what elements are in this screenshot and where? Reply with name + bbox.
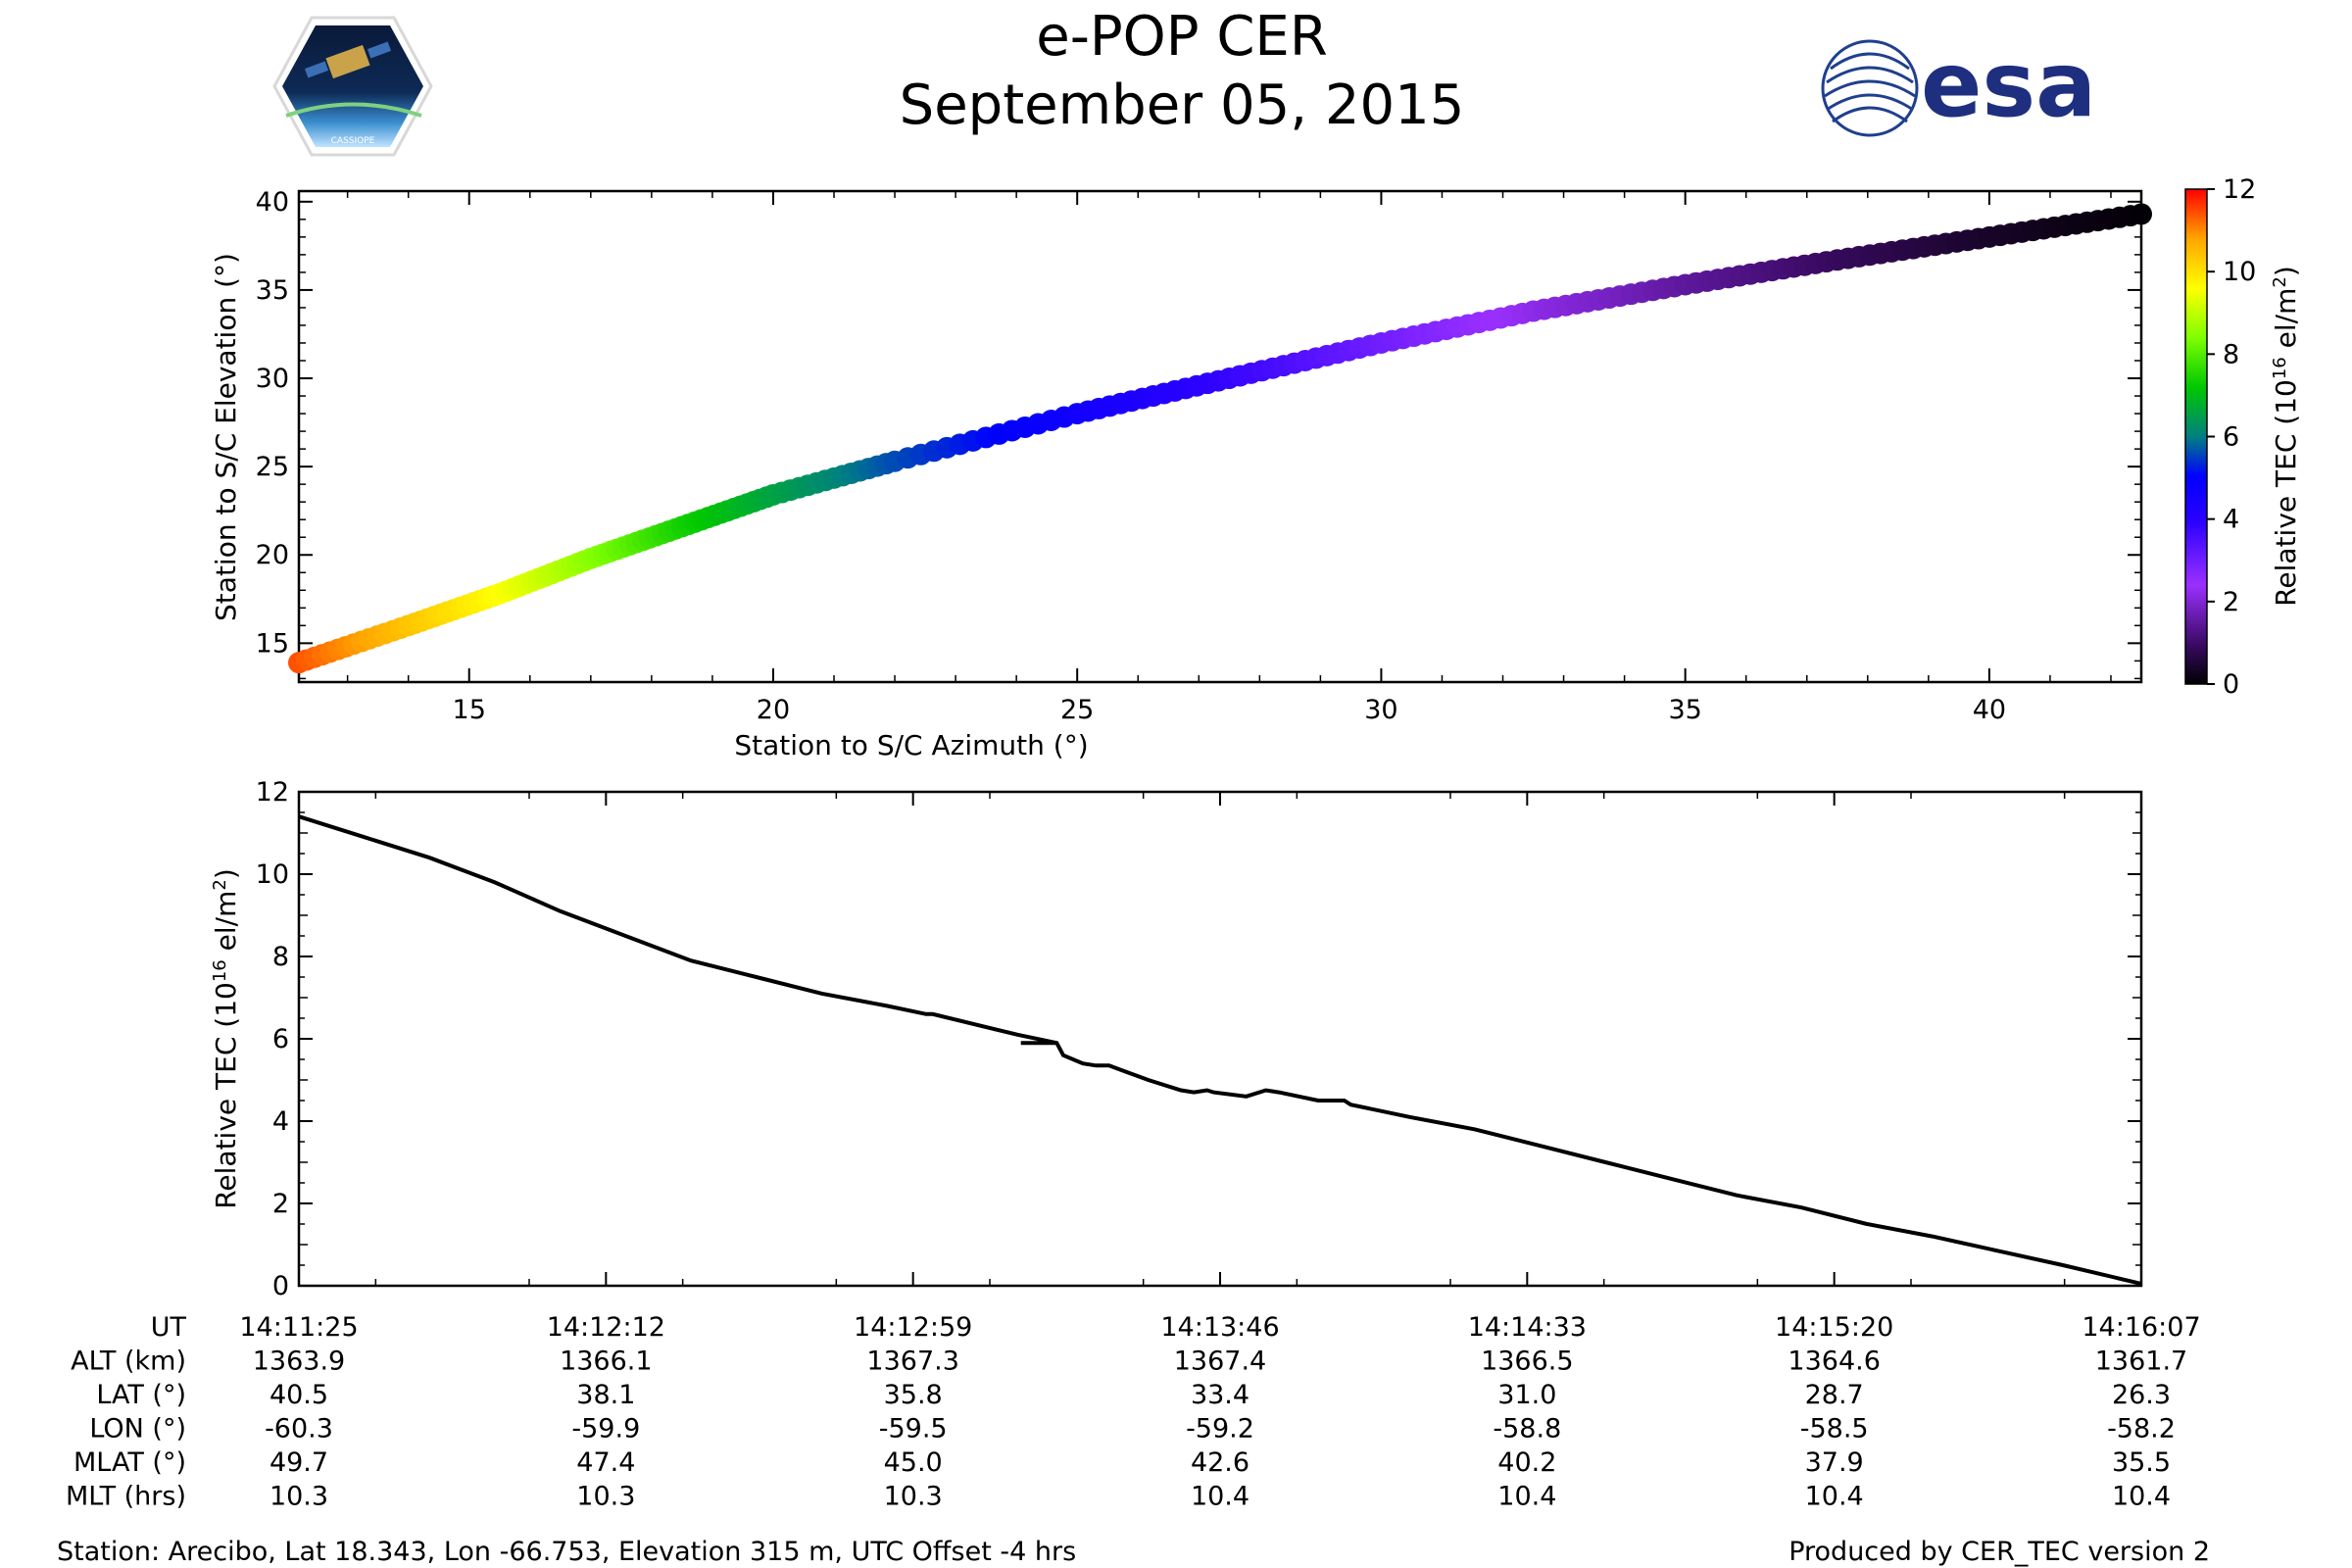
colorbar-tick-label: 8 xyxy=(2223,339,2239,369)
table-row-label: MLT (hrs) xyxy=(66,1482,186,1512)
table-cell: 1361.7 xyxy=(2095,1347,2187,1377)
table-cell: -59.5 xyxy=(879,1414,948,1445)
table-cell: 10.4 xyxy=(1497,1482,1556,1512)
top-y-tick-label: 40 xyxy=(256,187,289,218)
table-cell: 10.4 xyxy=(1805,1482,1864,1512)
chart-title: e-POP CER xyxy=(1036,5,1327,69)
bottom-y-tick-label: 8 xyxy=(272,942,289,972)
bottom-y-axis-label: Relative TEC (1016 el/m2) xyxy=(210,868,243,1209)
table-cell: 10.3 xyxy=(576,1482,635,1512)
esa-logo: esa xyxy=(1821,32,2096,137)
table-cell: 45.0 xyxy=(884,1447,943,1478)
table-row-label: LON (°) xyxy=(89,1414,186,1445)
table-cell: 10.4 xyxy=(2112,1482,2171,1512)
table-cell: 42.6 xyxy=(1191,1447,1250,1478)
table-cell: 37.9 xyxy=(1805,1447,1864,1478)
top-y-tick-label: 15 xyxy=(256,628,289,659)
table-cell: 10.3 xyxy=(270,1482,328,1512)
bottom-chart-ticks: 0 2 4 6 8 10 12 xyxy=(256,777,2142,1301)
table-cell: -58.8 xyxy=(1493,1414,1561,1445)
table-cell: -59.2 xyxy=(1186,1414,1254,1445)
table-cell: 14:11:25 xyxy=(239,1312,358,1343)
table-cell: 1364.6 xyxy=(1788,1347,1880,1377)
top-x-tick-label: 40 xyxy=(1973,695,2006,725)
station-info: Station: Arecibo, Lat 18.343, Lon -66.75… xyxy=(57,1537,1076,1567)
table-cell: 14:12:12 xyxy=(547,1312,665,1343)
table-cell: 1363.9 xyxy=(253,1347,345,1377)
table-cell: 14:13:46 xyxy=(1160,1312,1279,1343)
table-cell: 26.3 xyxy=(2112,1380,2171,1410)
table-cell: 1366.5 xyxy=(1481,1347,1573,1377)
table-cell: 10.4 xyxy=(1191,1482,1250,1512)
table-cell: 35.8 xyxy=(884,1380,943,1410)
top-y-tick-label: 35 xyxy=(256,275,289,306)
colorbar-tick-label: 4 xyxy=(2223,505,2239,535)
table-row-label: MLAT (°) xyxy=(74,1447,186,1478)
table-cell: 14:12:59 xyxy=(854,1312,972,1343)
colorbar-ticks: 0 2 4 6 8 10 12 xyxy=(2207,174,2256,700)
table-row-label: ALT (km) xyxy=(71,1347,186,1377)
table-cell: 14:15:20 xyxy=(1775,1312,1893,1343)
table-cell: 38.1 xyxy=(576,1380,635,1410)
bottom-y-tick-label: 0 xyxy=(272,1271,289,1301)
table-cell: 10.3 xyxy=(884,1482,943,1512)
top-y-tick-label: 25 xyxy=(256,452,289,482)
table-cell: 31.0 xyxy=(1497,1380,1556,1410)
table-cell: 14:16:07 xyxy=(2082,1312,2200,1343)
top-x-tick-label: 35 xyxy=(1668,695,1701,725)
cassiope-logo: CASSIOPE xyxy=(272,16,433,157)
colorbar-tick-label: 2 xyxy=(2223,587,2239,617)
colorbar xyxy=(2184,188,2208,685)
top-x-axis-label: Station to S/C Azimuth (°) xyxy=(734,729,1088,761)
table-cell: 1367.4 xyxy=(1174,1347,1266,1377)
tec-series-line xyxy=(298,814,2142,1286)
table-cell: 33.4 xyxy=(1191,1380,1250,1410)
table-cell: 14:14:33 xyxy=(1468,1312,1587,1343)
bottom-y-tick-label: 12 xyxy=(256,777,289,808)
table-cell: 40.2 xyxy=(1497,1447,1556,1478)
chart-date: September 05, 2015 xyxy=(900,74,1465,137)
cassiope-logo-text: CASSIOPE xyxy=(331,136,375,146)
table-cell: 40.5 xyxy=(270,1380,328,1410)
table-cell: -58.2 xyxy=(2107,1414,2176,1445)
top-x-tick-label: 20 xyxy=(757,695,790,725)
table-cell: 28.7 xyxy=(1805,1380,1864,1410)
bottom-y-tick-label: 6 xyxy=(272,1024,289,1054)
bottom-y-tick-label: 4 xyxy=(272,1106,289,1137)
scatter-point xyxy=(2131,203,2152,225)
colorbar-tick-label: 12 xyxy=(2223,174,2256,205)
table-cell: 1366.1 xyxy=(560,1347,652,1377)
top-chart-frame xyxy=(297,189,2143,684)
top-y-tick-label: 20 xyxy=(256,540,289,570)
table-cell: 47.4 xyxy=(576,1447,635,1478)
top-y-axis-label: Station to S/C Elevation (°) xyxy=(210,253,242,621)
top-chart-points xyxy=(288,203,2152,674)
table-cell: 49.7 xyxy=(270,1447,328,1478)
top-x-tick-label: 30 xyxy=(1364,695,1397,725)
table-cell: -60.3 xyxy=(265,1414,333,1445)
table-row-label: UT xyxy=(151,1312,187,1343)
top-chart-ticks: 15 20 25 30 35 40 15 20 25 30 35 40 xyxy=(256,187,2141,725)
table-cell: 35.5 xyxy=(2112,1447,2171,1478)
colorbar-tick-label: 6 xyxy=(2223,422,2239,453)
orbit-table: UT ALT (km)LAT (°) LON (°)MLAT (°) MLT (hrs… xyxy=(66,1312,2201,1512)
bottom-y-tick-label: 10 xyxy=(256,859,289,890)
colorbar-label: Relative TEC (1016 el/m2) xyxy=(2270,266,2303,607)
top-y-tick-label: 30 xyxy=(256,364,289,394)
table-cell: 1367.3 xyxy=(866,1347,958,1377)
bottom-y-tick-label: 2 xyxy=(272,1189,289,1219)
colorbar-tick-label: 0 xyxy=(2223,669,2239,700)
produced-by: Produced by CER_TEC version 2 xyxy=(1788,1537,2210,1567)
bottom-chart-frame xyxy=(297,790,2143,1288)
colorbar-tick-label: 10 xyxy=(2223,257,2256,287)
top-x-tick-label: 15 xyxy=(453,695,486,725)
top-x-tick-label: 25 xyxy=(1060,695,1094,725)
table-cell: -59.9 xyxy=(571,1414,640,1445)
esa-logo-text: esa xyxy=(1921,32,2096,137)
table-row-label: LAT (°) xyxy=(96,1380,186,1410)
table-cell: -58.5 xyxy=(1800,1414,1869,1445)
